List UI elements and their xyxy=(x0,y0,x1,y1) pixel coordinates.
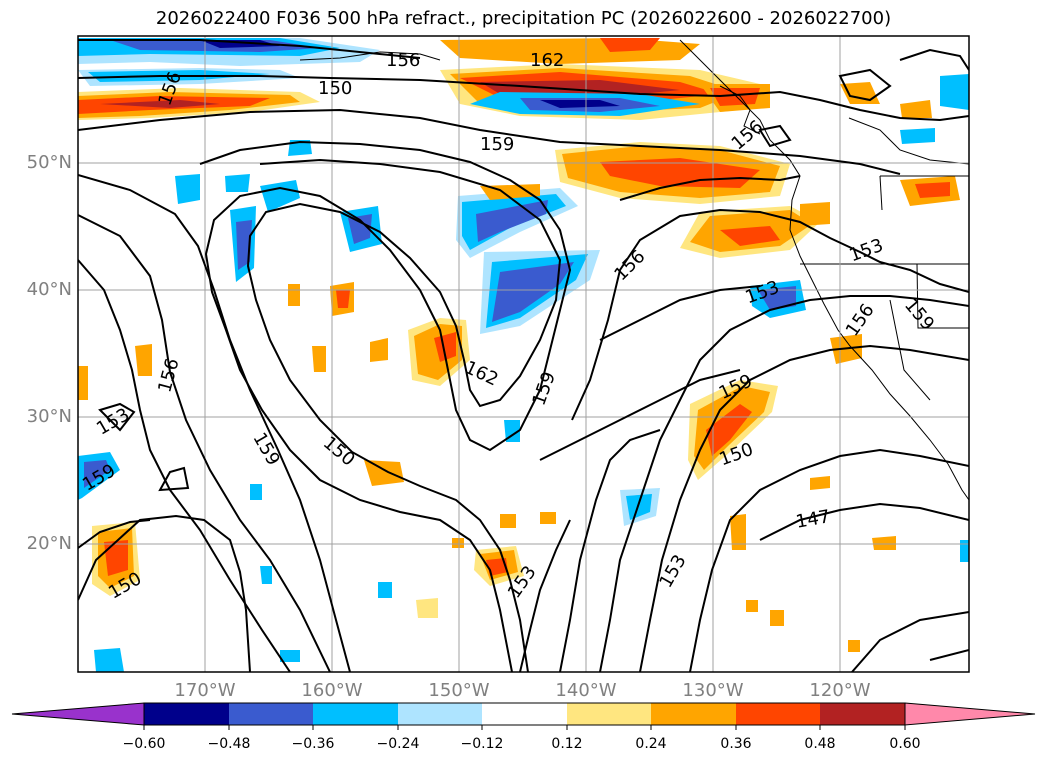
colorbar xyxy=(11,702,1036,730)
colorbar-tick-label: 0.48 xyxy=(804,736,836,752)
coastlines xyxy=(299,39,969,501)
lon-label: 150°W xyxy=(428,680,490,701)
lat-label: 30°N xyxy=(26,406,72,427)
colorbar-tick-label: −0.24 xyxy=(376,736,420,752)
contour-label: 150 xyxy=(318,78,352,99)
precipitation-shading xyxy=(78,38,969,672)
colorbar-tick-label: −0.12 xyxy=(460,736,504,752)
colorbar-tick-label: −0.36 xyxy=(291,736,335,752)
page-title: 2026022400 F036 500 hPa refract., precip… xyxy=(155,8,892,29)
colorbar-tick-label: 0.12 xyxy=(551,736,583,752)
lon-label: 170°W xyxy=(174,680,236,701)
map-panel: 156 162 150 159 156 153 159 156 162 159 … xyxy=(78,36,969,672)
colorbar-tick-label: 0.24 xyxy=(635,736,667,752)
contour-label: 162 xyxy=(530,50,564,71)
lat-label: 50°N xyxy=(26,152,72,173)
refractivity-contours xyxy=(78,39,969,672)
lon-label: 160°W xyxy=(301,680,363,701)
lon-label: 130°W xyxy=(682,680,744,701)
colorbar-tick-label: 0.60 xyxy=(889,736,921,752)
lon-label: 140°W xyxy=(555,680,617,701)
colorbar-tick-label: 0.36 xyxy=(720,736,752,752)
lon-label: 120°W xyxy=(809,680,871,701)
contour-label: 159 xyxy=(480,134,514,155)
colorbar-tick-label: −0.60 xyxy=(122,736,166,752)
colorbar-tick-label: −0.48 xyxy=(207,736,251,752)
lat-label: 40°N xyxy=(26,279,72,300)
lat-label: 20°N xyxy=(26,533,72,554)
contour-label: 156 xyxy=(386,50,420,71)
map-frame xyxy=(77,35,970,673)
